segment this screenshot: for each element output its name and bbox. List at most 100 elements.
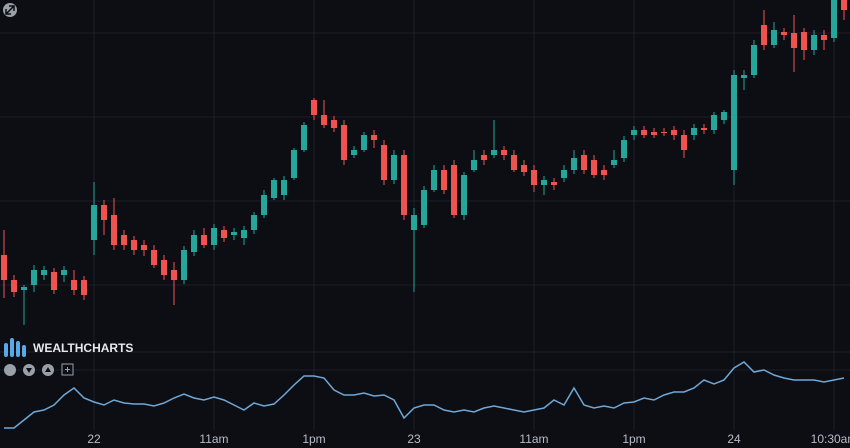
x-tick-label: 23 [407, 432, 421, 446]
candle-body [481, 155, 487, 160]
candle-body [651, 132, 657, 135]
x-tick-label: 10:30am [811, 432, 850, 446]
candle-body [281, 180, 287, 195]
candle-body [601, 170, 607, 175]
candle-body [751, 45, 757, 75]
candle-body [31, 270, 37, 285]
candle-body [141, 245, 147, 250]
logo: WEALTHCHARTS [4, 338, 133, 357]
candle-body [71, 280, 77, 290]
x-tick-label: 11am [519, 432, 548, 446]
candle-body [571, 158, 577, 170]
candle-body [131, 240, 137, 250]
candle-body [821, 35, 827, 40]
candle-body [841, 0, 847, 10]
candle-body [721, 112, 727, 120]
indicator-line [4, 361, 845, 429]
add-button[interactable] [61, 363, 74, 376]
candle-body [551, 182, 557, 185]
candle-body [461, 175, 467, 215]
candle-body [361, 135, 367, 150]
candle-body [771, 30, 777, 45]
candle-body [501, 150, 507, 155]
candle-body [451, 165, 457, 215]
candle-body [741, 75, 747, 78]
candle-body [171, 270, 177, 280]
candle-body [311, 100, 317, 115]
x-tick-label: 24 [727, 432, 741, 446]
candle-body [161, 260, 167, 275]
candle-body [811, 35, 817, 50]
x-tick-label: 1pm [622, 432, 645, 446]
candle-body [111, 215, 117, 245]
candle-body [51, 272, 57, 290]
candle-body [191, 235, 197, 252]
candle-body [251, 215, 257, 230]
candle-body [231, 232, 237, 235]
x-tick-label: 11am [199, 432, 228, 446]
candle-body [421, 190, 427, 225]
candle-body [391, 155, 397, 180]
candle-body [511, 155, 517, 170]
candle-body [291, 150, 297, 178]
candle-body [801, 32, 807, 50]
candle-body [541, 180, 547, 185]
candle-body [521, 165, 527, 172]
candle-body [11, 280, 17, 292]
candle-body [471, 160, 477, 170]
candle-body [611, 160, 617, 165]
candle-body [591, 160, 597, 175]
candle-body [531, 170, 537, 185]
candle-body [151, 250, 157, 265]
candle-body [221, 230, 227, 238]
brand: WEALTHCHARTS [33, 341, 133, 355]
candle-body [101, 205, 107, 220]
candle-body [351, 150, 357, 155]
candle-body [431, 170, 437, 190]
candle-body [241, 230, 247, 238]
expand-button[interactable] [3, 3, 17, 17]
candle-body [441, 170, 447, 190]
candle-body [181, 250, 187, 280]
candle-body [491, 150, 497, 155]
candle-body [81, 280, 87, 295]
candle-body [21, 287, 27, 290]
candle-body [341, 125, 347, 160]
candle-body [711, 115, 717, 130]
candle-body [1, 255, 7, 280]
candle-body [831, 0, 837, 38]
candle-body [681, 135, 687, 150]
indicator-controls [4, 363, 74, 376]
candle-body [211, 228, 217, 245]
candle-body [691, 128, 697, 135]
candle-body [641, 130, 647, 135]
candle-body [561, 170, 567, 178]
settings-button[interactable] [4, 364, 16, 376]
candle-body [331, 120, 337, 128]
candle-body [371, 135, 377, 140]
candle-body [321, 115, 327, 125]
candle-body [671, 130, 677, 135]
candle-body [381, 145, 387, 180]
candle-body [621, 140, 627, 158]
candle-body [781, 32, 787, 35]
candle-body [271, 180, 277, 198]
candle-body [261, 195, 267, 215]
candle-body [411, 215, 417, 230]
candle-body [761, 25, 767, 45]
candle-body [701, 128, 707, 130]
candle-body [121, 235, 127, 245]
candle-body [41, 270, 47, 275]
candle-body [631, 130, 637, 135]
candle-body [201, 235, 207, 245]
candle-body [661, 132, 667, 133]
candle-body [61, 270, 67, 275]
candle-body [731, 75, 737, 170]
candle-body [301, 125, 307, 150]
candle-body [91, 205, 97, 240]
x-tick-label: 22 [87, 432, 101, 446]
candle-body [791, 33, 797, 48]
x-tick-label: 1pm [302, 432, 325, 446]
candle-body [401, 155, 407, 215]
